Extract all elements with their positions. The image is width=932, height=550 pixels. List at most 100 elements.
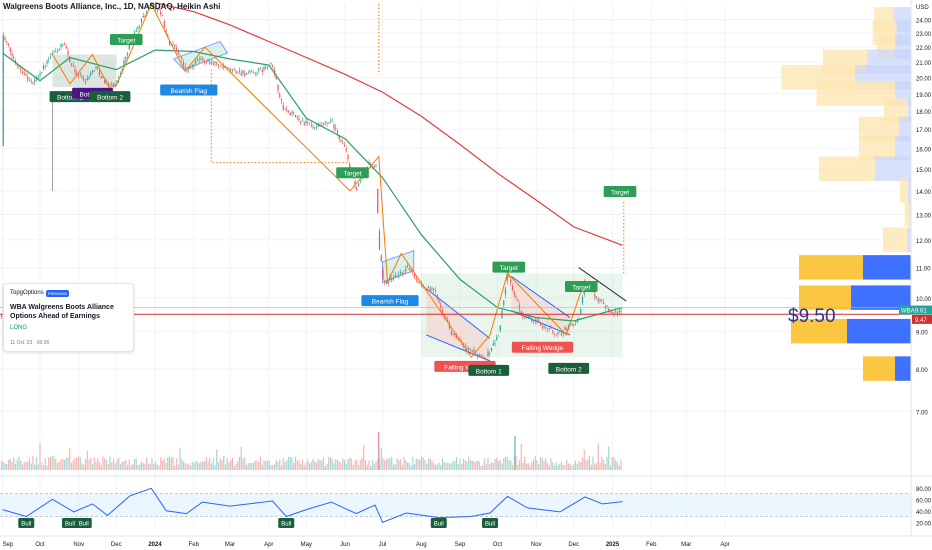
volume-bar [161, 460, 164, 470]
volume-bar [377, 432, 380, 470]
candle-body [455, 335, 458, 338]
volume-bar [599, 462, 601, 470]
volume-bar [223, 456, 225, 470]
idea-author[interactable]: TopgOptions [10, 290, 44, 296]
volume-bar [478, 461, 480, 470]
time-tick-label: Sep [3, 542, 14, 548]
volume-bar [265, 460, 267, 470]
volume-profile-down-bar [883, 227, 907, 252]
volume-bar [144, 463, 146, 470]
candle-body [116, 80, 118, 83]
time-tick-label: Apr [264, 542, 273, 548]
price-tick-label: 7.00 [916, 410, 928, 416]
volume-bar [195, 460, 197, 470]
candle-body [301, 120, 304, 122]
candle-body [51, 53, 53, 55]
volume-bar [130, 465, 132, 470]
candle-body [434, 290, 437, 292]
volume-bar [352, 464, 354, 470]
volume-bar [602, 459, 605, 470]
candle-body [193, 65, 195, 67]
volume-bar [357, 465, 360, 470]
volume-bar [324, 465, 326, 470]
target-label-bg [109, 34, 143, 46]
candle-body [433, 289, 435, 291]
volume-bar [431, 460, 433, 470]
candle-body [62, 43, 64, 45]
candle-body [333, 124, 335, 129]
volume-bar [142, 463, 144, 470]
volume-bar [578, 460, 580, 470]
volume-bar [338, 461, 340, 470]
volume-bar [569, 463, 571, 470]
candle-body [25, 74, 27, 75]
candle-body [67, 51, 69, 55]
volume-bar [443, 461, 445, 470]
candle-body [557, 332, 559, 334]
candle-body [198, 59, 200, 61]
idea-card[interactable]: TopgOptions PREMIUM WBA Walgreens Boots … [3, 283, 134, 352]
volume-bar [282, 457, 284, 470]
volume-bar [608, 446, 610, 470]
volume-bar [0, 460, 3, 470]
volume-bar [128, 459, 130, 470]
bull-label: Bull [79, 522, 89, 528]
candle-body [489, 352, 491, 354]
volume-bar [552, 462, 554, 470]
target-label: Target [500, 265, 518, 272]
volume-bar [293, 463, 295, 470]
candle-body [49, 56, 52, 58]
volume-bar [258, 461, 260, 470]
candle-body [133, 32, 136, 35]
candle-body [56, 51, 59, 52]
volume-bar [363, 444, 365, 470]
candle-body [63, 44, 66, 45]
candle-body [212, 63, 214, 65]
candle-body [597, 299, 599, 302]
idea-title[interactable]: WBA Walgreens Boots Alliance Options Ahe… [10, 304, 114, 320]
candle-body [258, 68, 260, 71]
volume-bar [151, 458, 153, 470]
volume-bar [167, 457, 169, 470]
volume-bar [436, 464, 438, 470]
volume-bar [406, 462, 409, 470]
candle-body [300, 121, 302, 123]
candle-body [2, 35, 4, 146]
candle-body [343, 144, 346, 147]
volume-bar [492, 463, 494, 470]
volume-profile-up-bar [907, 178, 911, 203]
volume-profile-down-bar [863, 356, 895, 381]
candle-body [189, 67, 192, 69]
candle-body [553, 333, 556, 335]
volume-bar [413, 464, 416, 470]
candle-body [86, 78, 88, 81]
volume-bar [254, 460, 256, 470]
volume-bar [583, 449, 585, 470]
candle-body [58, 49, 60, 51]
last-price-value: 9.61 [915, 309, 927, 315]
volume-bar [434, 464, 437, 470]
volume-bar [546, 462, 549, 470]
candle-body [606, 306, 608, 308]
volume-bar [60, 458, 62, 470]
volume-bar [156, 464, 158, 470]
volume-bar [286, 460, 288, 470]
candle-body [18, 66, 20, 68]
candle-body [468, 347, 470, 350]
candle-body [506, 272, 508, 281]
volume-bar [601, 457, 603, 470]
volume-bar [354, 460, 356, 470]
volume-profile-down-bar [899, 178, 908, 203]
volume-bar [79, 457, 81, 470]
candle-body [401, 273, 403, 275]
volume-bar [490, 462, 493, 470]
volume-bar [385, 458, 388, 470]
price-tick-label: 11.00 [916, 267, 931, 273]
volume-bar [30, 463, 32, 470]
volume-bar [163, 458, 165, 470]
volume-bar [168, 456, 171, 470]
candle-body [427, 286, 430, 289]
volume-bar [424, 459, 426, 470]
volume-bar [503, 458, 505, 470]
volume-bar [205, 456, 207, 470]
